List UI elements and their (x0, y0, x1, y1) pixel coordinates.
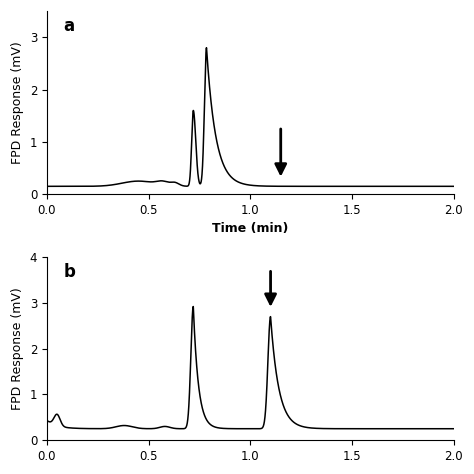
Y-axis label: FPD Response (mV): FPD Response (mV) (11, 41, 24, 164)
X-axis label: Time (min): Time (min) (212, 222, 288, 236)
Text: b: b (63, 263, 75, 281)
Text: a: a (63, 17, 74, 35)
Y-axis label: FPD Response (mV): FPD Response (mV) (11, 287, 24, 410)
